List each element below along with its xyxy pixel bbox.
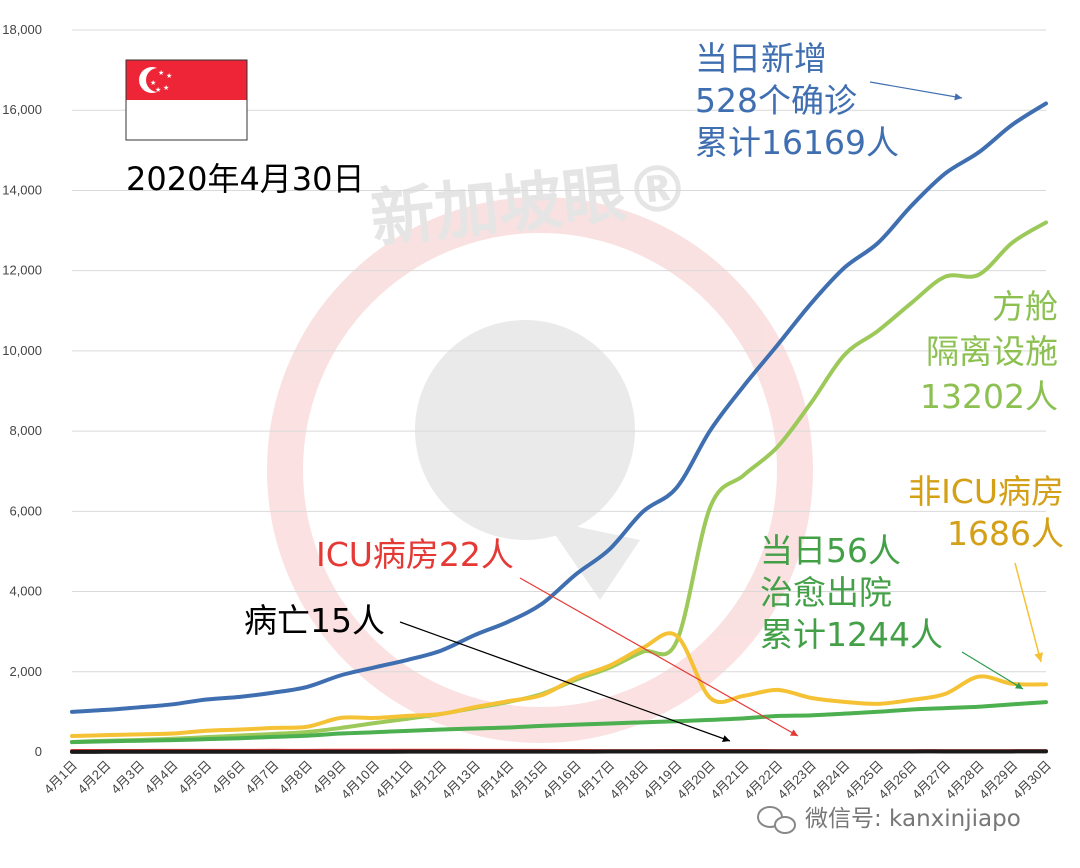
- series-line-3: [70, 700, 1048, 745]
- annotation-facility: 隔离设施: [926, 332, 1058, 371]
- flag-border: [125, 59, 248, 141]
- svg-text:★: ★: [155, 86, 161, 94]
- y-tick-label: 6,000: [9, 503, 42, 518]
- annotation-discharged: 治愈出院: [760, 573, 892, 612]
- svg-text:★: ★: [158, 69, 164, 77]
- annotation-discharged: 当日56人: [760, 531, 901, 570]
- grid: [72, 29, 1046, 753]
- singapore-flag: ★ ★★★★: [125, 59, 248, 141]
- y-tick-label: 0: [35, 744, 42, 759]
- svg-text:★: ★: [166, 72, 172, 80]
- flag-white-band: [126, 100, 247, 140]
- x-axis: 4月1日4月2日4月3日4月4日4月5日4月6日4月7日4月8日4月9日4月10…: [41, 758, 1054, 802]
- y-tick-label: 10,000: [2, 343, 42, 358]
- y-tick-label: 2,000: [9, 664, 42, 679]
- arrow-icu: [519, 577, 799, 737]
- annotation-arrows: [399, 81, 1044, 742]
- svg-text:★: ★: [163, 84, 169, 92]
- annotation-ward: 1686人: [947, 514, 1064, 553]
- x-tick-label: 4月4日: [142, 758, 181, 797]
- flag-moon-inner: [146, 68, 170, 92]
- annotation-deaths: 病亡15人: [244, 601, 385, 640]
- series-line-2: [70, 631, 1048, 738]
- x-tick-label: 4月3日: [108, 758, 147, 797]
- y-tick-label: 14,000: [2, 182, 42, 197]
- x-tick-label: 4月2日: [74, 758, 113, 797]
- annotation-confirmed: 当日新增: [695, 39, 827, 78]
- annotation-confirmed: 累计16169人: [695, 123, 899, 162]
- annotation-facility: 13202人: [920, 377, 1058, 416]
- y-tick-label: 8,000: [9, 423, 42, 438]
- series-lines: [70, 101, 1048, 754]
- x-tick-label: 4月6日: [209, 758, 248, 797]
- footer-brand-text: 微信号: kanxinjiapo: [805, 806, 1021, 832]
- arrow-deaths: [399, 621, 731, 742]
- y-tick-label: 12,000: [2, 263, 42, 278]
- y-tick-label: 16,000: [2, 102, 42, 117]
- svg-text:★: ★: [150, 79, 156, 87]
- x-tick-label: 4月8日: [276, 758, 315, 797]
- watermark-face: [415, 320, 635, 540]
- arrow-ward: [1014, 562, 1044, 663]
- annotation-icu: ICU病房22人: [316, 535, 514, 574]
- arrow-confirmed: [869, 81, 963, 101]
- wechat-icon: [757, 806, 796, 834]
- annotation-ward: 非ICU病房: [908, 472, 1064, 511]
- date-label: 2020年4月30日: [126, 160, 365, 198]
- x-tick-label: 4月7日: [242, 758, 281, 797]
- y-tick-label: 4,000: [9, 584, 42, 599]
- annotation-confirmed: 528个确诊: [695, 81, 857, 120]
- y-tick-label: 18,000: [2, 22, 42, 37]
- flag-stars: ★ ★★★★: [150, 69, 172, 94]
- y-axis: 0 2,000 4,000 6,000 8,000 10,000 12,000 14,000 1…: [2, 22, 42, 759]
- annotation-facility: 方舱: [992, 287, 1058, 326]
- x-tick-label: 4月5日: [175, 758, 214, 797]
- annotation-discharged: 累计1244人: [760, 615, 943, 654]
- series-line-0: [70, 101, 1048, 714]
- x-tick-label: 4月1日: [41, 758, 80, 797]
- footer-brand: 微信号: kanxinjiapo: [757, 806, 1021, 834]
- arrow-discharged: [961, 651, 1024, 690]
